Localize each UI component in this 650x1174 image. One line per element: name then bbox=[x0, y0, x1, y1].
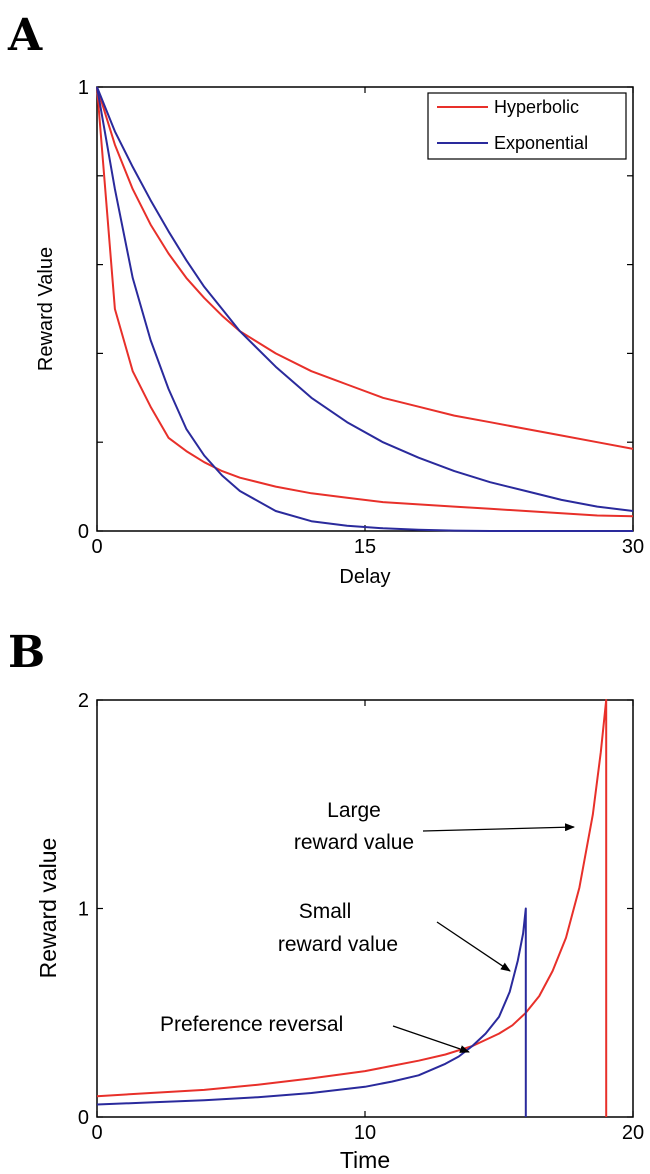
legend-box bbox=[427, 92, 627, 160]
y-tick-label: 0 bbox=[78, 1107, 89, 1129]
legend-label-hyperbolic: Hyperbolic bbox=[494, 97, 579, 117]
series-line-large-reward-0 bbox=[96, 699, 608, 1117]
legend-a: Hyperbolic Exponential bbox=[427, 92, 627, 160]
chart-a: 0 15 30 0 1 Delay Reward Value Hyperbolic Ex… bbox=[35, 77, 644, 588]
series-line-hyperbolic-1 bbox=[96, 86, 634, 518]
annotation-large-reward: Large reward value bbox=[294, 799, 575, 854]
x-tick-label: 15 bbox=[354, 536, 376, 558]
annotation-reversal-arrow bbox=[392, 1025, 470, 1053]
y-tick-label: 1 bbox=[78, 899, 89, 921]
annotation-small-line1: Small bbox=[299, 900, 352, 923]
chart-b: 0 10 20 0 1 2 Time Reward value Large reward … bbox=[35, 690, 644, 1173]
y-axis-label-b: Reward value bbox=[35, 838, 61, 979]
annotation-large-arrow bbox=[422, 823, 575, 832]
chart-a-series bbox=[96, 86, 634, 532]
annotation-preference-reversal: Preference reversal bbox=[160, 1013, 470, 1053]
chart-b-ticks: 0 10 20 0 1 2 bbox=[78, 690, 644, 1144]
y-tick-label: 0 bbox=[78, 521, 89, 543]
series-line-small-reward-1 bbox=[96, 907, 527, 1117]
series-line-exponential-3 bbox=[96, 86, 633, 532]
x-axis-label-a: Delay bbox=[339, 566, 390, 588]
annotation-small-reward: Small reward value bbox=[278, 900, 511, 972]
panel-b-letter: B bbox=[8, 627, 45, 678]
x-tick-label: 0 bbox=[91, 1122, 102, 1144]
y-tick-label: 1 bbox=[78, 77, 89, 99]
x-tick-label: 20 bbox=[622, 1122, 644, 1144]
annotation-reversal-text: Preference reversal bbox=[160, 1013, 343, 1036]
series-line-hyperbolic-0 bbox=[96, 86, 634, 450]
y-tick-label: 2 bbox=[78, 690, 89, 712]
x-tick-label: 10 bbox=[354, 1122, 376, 1144]
series-line-exponential-2 bbox=[96, 86, 634, 512]
annotation-large-line2: reward value bbox=[294, 831, 414, 854]
annotation-small-arrow bbox=[436, 921, 511, 972]
annotation-small-line2: reward value bbox=[278, 933, 398, 956]
x-tick-label: 0 bbox=[91, 536, 102, 558]
x-axis-label-b: Time bbox=[340, 1147, 390, 1173]
chart-b-series bbox=[96, 699, 608, 1117]
panel-a-letter: A bbox=[7, 10, 43, 61]
y-axis-label-a: Reward Value bbox=[35, 247, 57, 371]
annotation-large-line1: Large bbox=[327, 799, 381, 822]
plot-area-b bbox=[96, 699, 634, 1118]
legend-label-exponential: Exponential bbox=[494, 133, 588, 153]
x-tick-label: 30 bbox=[622, 536, 644, 558]
